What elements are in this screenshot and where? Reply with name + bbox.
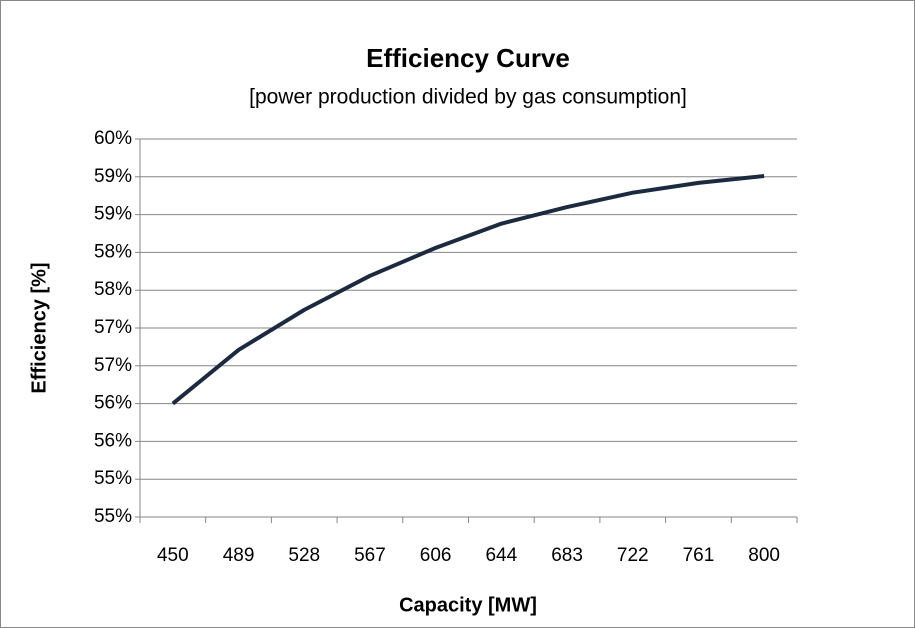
y-tick-label: 60%	[94, 128, 132, 149]
x-tick-label: 450	[157, 545, 189, 566]
y-tick-label: 59%	[94, 166, 132, 187]
data-line	[171, 174, 765, 406]
x-tick-label: 489	[223, 545, 255, 566]
x-tick-label: 761	[683, 545, 715, 566]
y-tick-label: 55%	[94, 468, 132, 489]
x-tick-label: 567	[354, 545, 386, 566]
x-tick-label: 722	[617, 545, 649, 566]
x-tick-label: 606	[420, 545, 452, 566]
y-tick-label: 59%	[94, 204, 132, 225]
y-tick-label: 58%	[94, 241, 132, 262]
x-tick-label: 800	[748, 545, 780, 566]
chart-title: Efficiency Curve	[366, 43, 570, 73]
y-tick-label: 56%	[94, 393, 132, 414]
y-axis-title: Efficiency [%]	[28, 262, 50, 393]
x-tick-label: 683	[551, 545, 583, 566]
y-tick-label: 56%	[94, 430, 132, 451]
x-tick-label: 528	[288, 545, 320, 566]
y-tick-label: 57%	[94, 355, 132, 376]
chart-subtitle: [power production divided by gas consump…	[249, 86, 687, 109]
y-tick-label: 55%	[94, 506, 132, 527]
y-tick-label: 57%	[94, 317, 132, 338]
y-tick-label: 58%	[94, 279, 132, 300]
x-axis-title: Capacity [MW]	[399, 594, 537, 616]
x-tick-label: 644	[485, 545, 517, 566]
